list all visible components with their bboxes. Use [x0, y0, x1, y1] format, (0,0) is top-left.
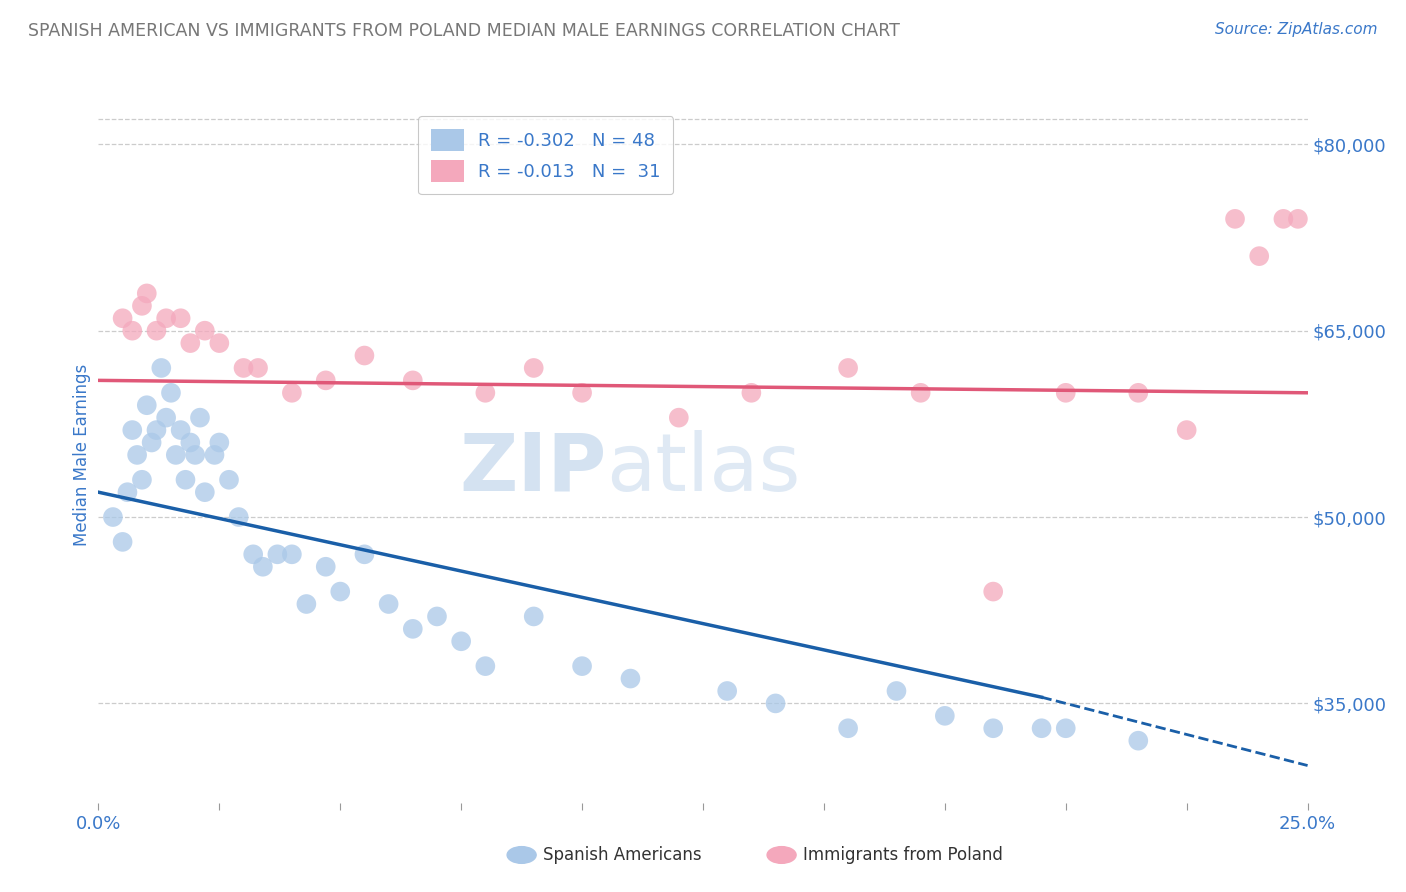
Point [266, 547, 288, 561]
Point [188, 410, 211, 425]
Point [208, 336, 231, 351]
Point [329, 584, 352, 599]
Point [121, 324, 143, 338]
Point [111, 534, 134, 549]
Point [716, 684, 738, 698]
Point [127, 448, 149, 462]
Point [910, 385, 932, 400]
Point [837, 721, 859, 735]
Point [121, 423, 143, 437]
Point [1286, 211, 1309, 226]
Point [315, 373, 337, 387]
Point [194, 485, 217, 500]
Point [377, 597, 399, 611]
Point [174, 473, 197, 487]
Text: SPANISH AMERICAN VS IMMIGRANTS FROM POLAND MEDIAN MALE EARNINGS CORRELATION CHAR: SPANISH AMERICAN VS IMMIGRANTS FROM POLA… [28, 22, 900, 40]
Point [117, 485, 139, 500]
Text: Source: ZipAtlas.com: Source: ZipAtlas.com [1215, 22, 1378, 37]
Text: atlas: atlas [606, 430, 800, 508]
Point [886, 684, 908, 698]
Point [981, 584, 1004, 599]
Point [247, 360, 270, 375]
Point [315, 559, 337, 574]
Point [765, 697, 787, 711]
Point [740, 385, 762, 400]
Point [474, 659, 496, 673]
Point [1272, 211, 1295, 226]
Point [232, 360, 254, 375]
Point [101, 510, 124, 524]
Point [179, 435, 201, 450]
Point [1128, 385, 1150, 400]
Point [169, 423, 191, 437]
Point [295, 597, 318, 611]
Point [1175, 423, 1198, 437]
Point [474, 385, 496, 400]
Point [194, 324, 217, 338]
Point [135, 398, 157, 412]
Point [145, 324, 167, 338]
Y-axis label: Median Male Earnings: Median Male Earnings [73, 364, 91, 546]
Point [252, 559, 274, 574]
Point [668, 410, 690, 425]
Point [402, 622, 425, 636]
Point [837, 360, 859, 375]
Point [135, 286, 157, 301]
Point [184, 448, 207, 462]
Point [208, 435, 231, 450]
Point [204, 448, 226, 462]
Point [131, 299, 153, 313]
Legend: R = -0.302   N = 48, R = -0.013   N =  31: R = -0.302 N = 48, R = -0.013 N = 31 [419, 116, 673, 194]
Point [523, 609, 546, 624]
Point [242, 547, 264, 561]
Point [281, 385, 304, 400]
Point [131, 473, 153, 487]
Text: ZIP: ZIP [458, 430, 606, 508]
Point [426, 609, 449, 624]
Circle shape [508, 847, 536, 863]
Point [155, 410, 177, 425]
Point [571, 659, 593, 673]
Point [619, 672, 641, 686]
Point [179, 336, 201, 351]
Text: Spanish Americans: Spanish Americans [543, 846, 702, 864]
Point [1249, 249, 1271, 263]
Point [1223, 211, 1246, 226]
Point [450, 634, 472, 648]
Circle shape [768, 847, 796, 863]
Text: Immigrants from Poland: Immigrants from Poland [803, 846, 1004, 864]
Point [145, 423, 167, 437]
Point [571, 385, 593, 400]
Point [155, 311, 177, 326]
Point [934, 708, 956, 723]
Point [1054, 721, 1077, 735]
Point [353, 349, 375, 363]
Point [981, 721, 1004, 735]
Point [402, 373, 425, 387]
Point [165, 448, 187, 462]
Point [218, 473, 240, 487]
Point [1031, 721, 1053, 735]
Point [228, 510, 250, 524]
Point [1054, 385, 1077, 400]
Point [1128, 733, 1150, 747]
Point [169, 311, 191, 326]
Point [111, 311, 134, 326]
Point [141, 435, 163, 450]
Point [523, 360, 546, 375]
Point [281, 547, 304, 561]
Point [150, 360, 173, 375]
Point [160, 385, 183, 400]
Point [353, 547, 375, 561]
